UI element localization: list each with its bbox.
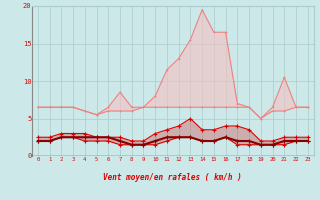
- X-axis label: Vent moyen/en rafales ( km/h ): Vent moyen/en rafales ( km/h ): [103, 173, 242, 182]
